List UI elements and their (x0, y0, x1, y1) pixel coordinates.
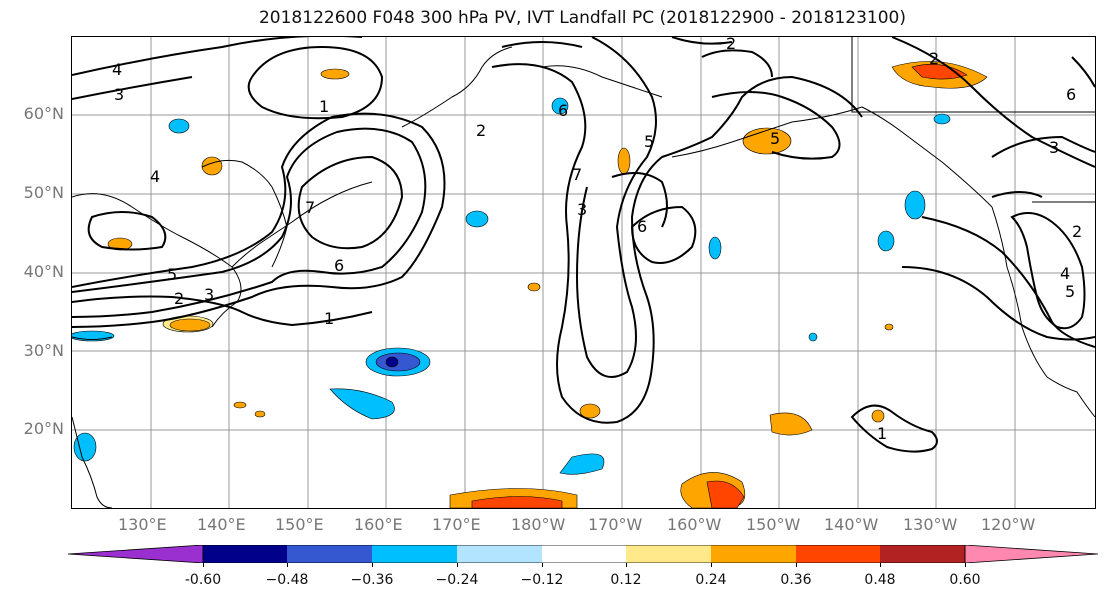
contour-label: 2 (174, 289, 184, 308)
lat-label-20n: 20°N (23, 419, 64, 438)
contour-label: 6 (334, 256, 344, 275)
lon-label-150e: 150°E (275, 515, 324, 534)
contour-label: 3 (1049, 138, 1059, 157)
contour-label: 4 (150, 167, 160, 186)
colorbar-segment (796, 545, 880, 563)
map-canvas: 4 3 1 2 4 7 6 5 2 3 1 2 6 5 5 7 6 3 2 3 … (72, 37, 1095, 508)
contour-label: 2 (476, 121, 486, 140)
colorbar-tick-label: 0.24 (695, 572, 727, 588)
contour-label: 6 (558, 101, 568, 120)
colorbar-segment (626, 545, 711, 563)
colorbar-segment (880, 545, 965, 563)
contour-label: 3 (114, 85, 124, 104)
colorbar-tickmark (880, 563, 881, 567)
colorbar (68, 545, 1098, 563)
contour-label: 1 (324, 309, 334, 328)
colorbar-segment (542, 545, 626, 563)
colorbar-tickmark (626, 563, 627, 567)
colorbar-tick-label: 0.60 (949, 572, 981, 588)
contour-label: 5 (167, 265, 177, 284)
colorbar-tickmark (965, 563, 966, 567)
colorbar-segment (457, 545, 542, 563)
colorbar-tickmark (372, 563, 373, 567)
lon-label-170w: 170°W (588, 515, 643, 534)
contour-label: 2 (1072, 222, 1082, 241)
lon-label-140e: 140°E (197, 515, 246, 534)
colorbar-segment (287, 545, 372, 563)
contour-label: 7 (305, 198, 315, 217)
contour-label: 1 (877, 424, 887, 443)
colorbar-segment (711, 545, 796, 563)
contour-label: 5 (770, 129, 780, 148)
colorbar-tick-label: -0.60 (184, 572, 222, 588)
lon-label-150w: 150°W (746, 515, 801, 534)
colorbar-tickmark (711, 563, 712, 567)
contour-label: 4 (112, 60, 122, 79)
colorbar-segment (964, 545, 1098, 563)
lon-label-120w: 120°W (981, 515, 1036, 534)
contour-label: 3 (577, 200, 587, 219)
pv-contours (72, 37, 1095, 453)
contour-label: 7 (572, 165, 582, 184)
colorbar-tickmark (796, 563, 797, 567)
contour-label: 4 (1060, 264, 1070, 283)
contour-label: 3 (204, 285, 214, 304)
lon-label-170e: 170°E (432, 515, 481, 534)
contour-labels: 4 3 1 2 4 7 6 5 2 3 1 2 6 5 5 7 6 3 2 3 … (112, 37, 1082, 443)
contour-label: 6 (1066, 85, 1076, 104)
lat-label-50n: 50°N (23, 183, 64, 202)
lon-label-130e: 130°E (118, 515, 167, 534)
lat-label-60n: 60°N (23, 104, 64, 123)
colorbar-segment (203, 545, 287, 563)
colorbar-tickmark (542, 563, 543, 567)
contour-label: 6 (637, 217, 647, 236)
colorbar-tick-label: 0.36 (780, 572, 812, 588)
colorbar-tickmark (203, 563, 204, 567)
colorbar-tickmark (287, 563, 288, 567)
colorbar-tick-label: −0.48 (265, 572, 309, 588)
lon-label-160w: 160°W (667, 515, 722, 534)
lat-label-40n: 40°N (23, 262, 64, 281)
map-title: 2018122600 F048 300 hPa PV, IVT Landfall… (258, 8, 906, 28)
colorbar-tick-label: −0.12 (520, 572, 564, 588)
contour-label: 2 (726, 37, 736, 53)
lat-label-30n: 30°N (23, 341, 64, 360)
lon-label-140w: 140°W (824, 515, 879, 534)
colorbar-tick-label: 0.48 (864, 572, 896, 588)
colorbar-segment (372, 545, 457, 563)
lon-label-130w: 130°W (903, 515, 958, 534)
contour-label: 2 (929, 49, 939, 68)
colorbar-tick-label: −0.36 (350, 572, 394, 588)
contour-label: 5 (644, 132, 654, 151)
colorbar-tick-label: −0.24 (435, 572, 479, 588)
pv-anomaly-fills (72, 61, 988, 508)
contour-label: 5 (1065, 282, 1075, 301)
colorbar-tick-label: 0.12 (610, 572, 642, 588)
colorbar-tickmark (457, 563, 458, 567)
lon-label-180w: 180°W (511, 515, 566, 534)
lon-label-160e: 160°E (354, 515, 403, 534)
contour-label: 1 (319, 97, 329, 116)
map-panel: 4 3 1 2 4 7 6 5 2 3 1 2 6 5 5 7 6 3 2 3 … (71, 36, 1096, 509)
colorbar-segment (68, 545, 204, 563)
